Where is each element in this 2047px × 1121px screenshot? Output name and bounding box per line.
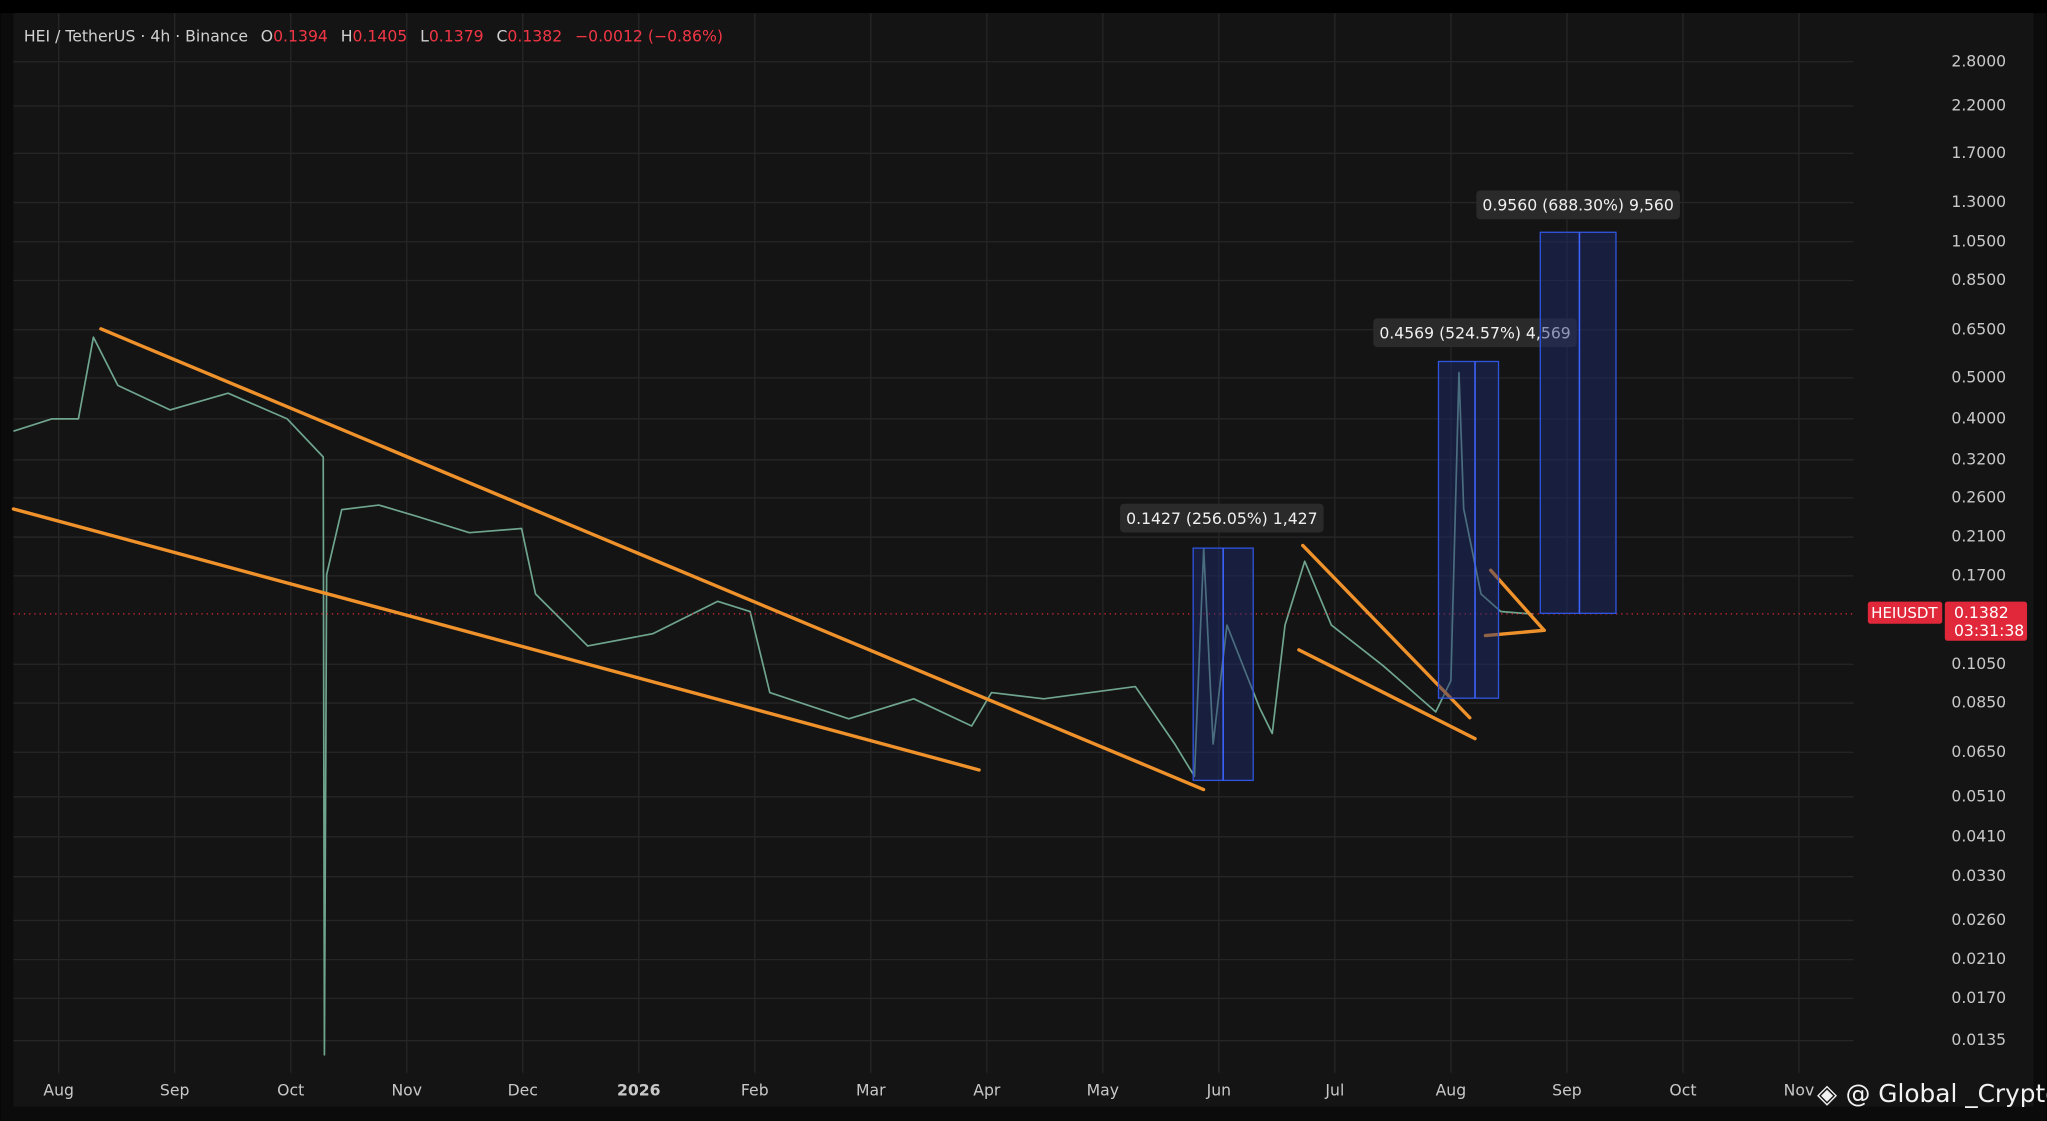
y-tick-label: 0.0850 <box>1951 693 2006 712</box>
y-tick-label: 2.8000 <box>1951 51 2006 70</box>
x-tick-label: Apr <box>973 1080 1001 1099</box>
measure-box <box>1437 360 1500 699</box>
trendline <box>99 327 1206 792</box>
measure-1: 0.1427 (256.05%) 1,427 <box>1120 503 1324 782</box>
x-tick-label: Nov <box>1784 1080 1815 1099</box>
price-tag <box>1944 601 2028 641</box>
trendline <box>1301 543 1472 720</box>
y-tick-label: 0.0170 <box>1951 988 2006 1007</box>
watermark: @ Global _Crypto <box>1846 1079 2047 1108</box>
y-tick-label: 1.7000 <box>1951 143 2006 162</box>
measure-label: 0.4569 (524.57%) 4,569 <box>1379 324 1570 343</box>
measure-label: 0.9560 (688.30%) 9,560 <box>1482 196 1673 215</box>
measure-label-bg <box>1476 190 1680 220</box>
symbol: HEIUSDT <box>1871 604 1938 622</box>
measure-label-bg <box>1373 318 1577 348</box>
ohlc-label: O <box>261 26 273 45</box>
y-tick-label: 0.0210 <box>1951 949 2006 968</box>
last-price: 0.1382 <box>1954 603 2009 622</box>
x-tick-label: 2026 <box>617 1080 661 1099</box>
ohlc-value: 0.1382 <box>507 26 562 45</box>
y-tick-label: 0.0135 <box>1951 1030 2006 1049</box>
measure-box <box>1539 231 1617 615</box>
ohlc-value: 0.1379 <box>429 26 484 45</box>
ohlc-value: 0.1405 <box>352 26 407 45</box>
x-tick-label: Sep <box>160 1080 190 1099</box>
ohlc-value: 0.1394 <box>273 26 328 45</box>
measure-3: 0.9560 (688.30%) 9,560 <box>1476 190 1680 615</box>
x-tick-label: Aug <box>1436 1080 1467 1099</box>
measure-label-bg <box>1120 503 1324 533</box>
y-tick-label: 0.0260 <box>1951 910 2006 929</box>
y-tick-label: 0.5000 <box>1951 367 2006 386</box>
x-tick-label: May <box>1087 1080 1119 1099</box>
y-tick-label: 0.0510 <box>1951 786 2006 805</box>
x-tick-label: Aug <box>43 1080 74 1099</box>
y-tick-label: 0.2600 <box>1951 487 2006 506</box>
y-tick-label: 0.0650 <box>1951 742 2006 761</box>
header: HEI / TetherUS · 4h · Binance O0.1394 H0… <box>24 26 723 45</box>
trendlines <box>11 327 1546 792</box>
y-tick-label: 0.3200 <box>1951 449 2006 468</box>
x-tick-label: Dec <box>508 1080 538 1099</box>
trendline <box>1483 628 1546 638</box>
ohlc-label: L <box>420 26 429 45</box>
x-tick-label: Mar <box>856 1080 886 1099</box>
y-tick-label: 1.0500 <box>1951 231 2006 250</box>
trendline <box>1488 568 1546 633</box>
y-tick-label: 0.4000 <box>1951 408 2006 427</box>
top-bar <box>0 0 2047 14</box>
y-tick-label: 0.2100 <box>1951 527 2006 546</box>
ohlc-label: C <box>496 26 507 45</box>
price-line <box>13 336 1534 1056</box>
ohlc-label: H <box>341 26 353 45</box>
x-tick-label: Jul <box>1324 1080 1344 1099</box>
change: −0.0012 (−0.86%) <box>575 26 723 45</box>
y-tick-label: 2.2000 <box>1951 96 2006 115</box>
x-tick-label: Jun <box>1206 1080 1231 1099</box>
x-tick-label: Oct <box>277 1080 304 1099</box>
symbol-tag <box>1867 601 1943 624</box>
plot-background <box>13 13 2034 1107</box>
countdown: 03:31:38 <box>1954 621 2024 640</box>
x-tick-label: Oct <box>1669 1080 1696 1099</box>
trendline <box>1297 648 1477 741</box>
x-tick-label: Nov <box>391 1080 422 1099</box>
y-tick-label: 0.0410 <box>1951 826 2006 845</box>
x-tick-label: Sep <box>1552 1080 1582 1099</box>
chart-title: HEI / TetherUS · 4h · Binance <box>24 26 248 45</box>
measure-label: 0.1427 (256.05%) 1,427 <box>1126 509 1317 528</box>
x-tick-label: Feb <box>741 1080 769 1099</box>
trendline <box>11 507 981 772</box>
y-tick-label: 0.1700 <box>1951 565 2006 584</box>
y-tick-label: 1.3000 <box>1951 192 2006 211</box>
y-tick-label: 0.0330 <box>1951 866 2006 885</box>
watermark-icon: ◈ <box>1817 1079 1837 1109</box>
y-tick-label: 0.8500 <box>1951 270 2006 289</box>
measure-2: 0.4569 (524.57%) 4,569 <box>1373 318 1577 699</box>
data-layer <box>13 336 1854 1056</box>
y-tick-label: 0.1050 <box>1951 654 2006 673</box>
y-tick-label: 0.6500 <box>1951 319 2006 338</box>
